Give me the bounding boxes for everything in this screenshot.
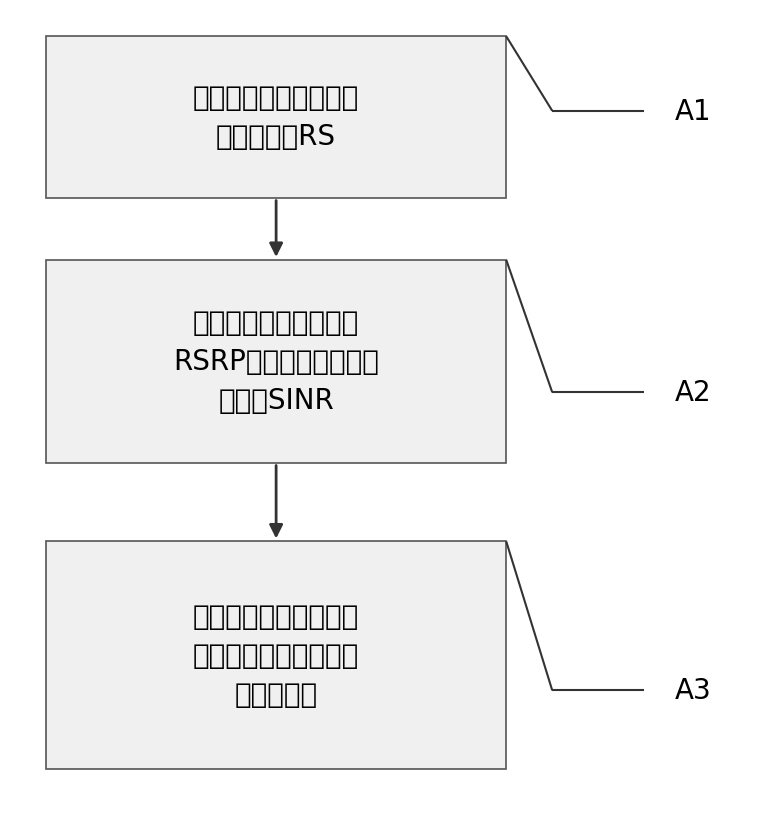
Text: 利用接收参考信号功率
RSRP计算接入各小区能
达到的SINR: 利用接收参考信号功率 RSRP计算接入各小区能 达到的SINR [173,308,379,415]
Text: 用户收集来自各个基站
的参考信号RS: 用户收集来自各个基站 的参考信号RS [193,84,359,151]
Text: A3: A3 [675,676,712,705]
Text: A1: A1 [675,98,712,126]
Bar [46,37,506,198]
Text: 用户生成备选基站列表
和其初始选择自由度并
上报给基站: 用户生成备选基站列表 和其初始选择自由度并 上报给基站 [193,602,359,709]
Bar [46,261,506,463]
Text: A2: A2 [675,379,712,407]
Bar [46,542,506,769]
